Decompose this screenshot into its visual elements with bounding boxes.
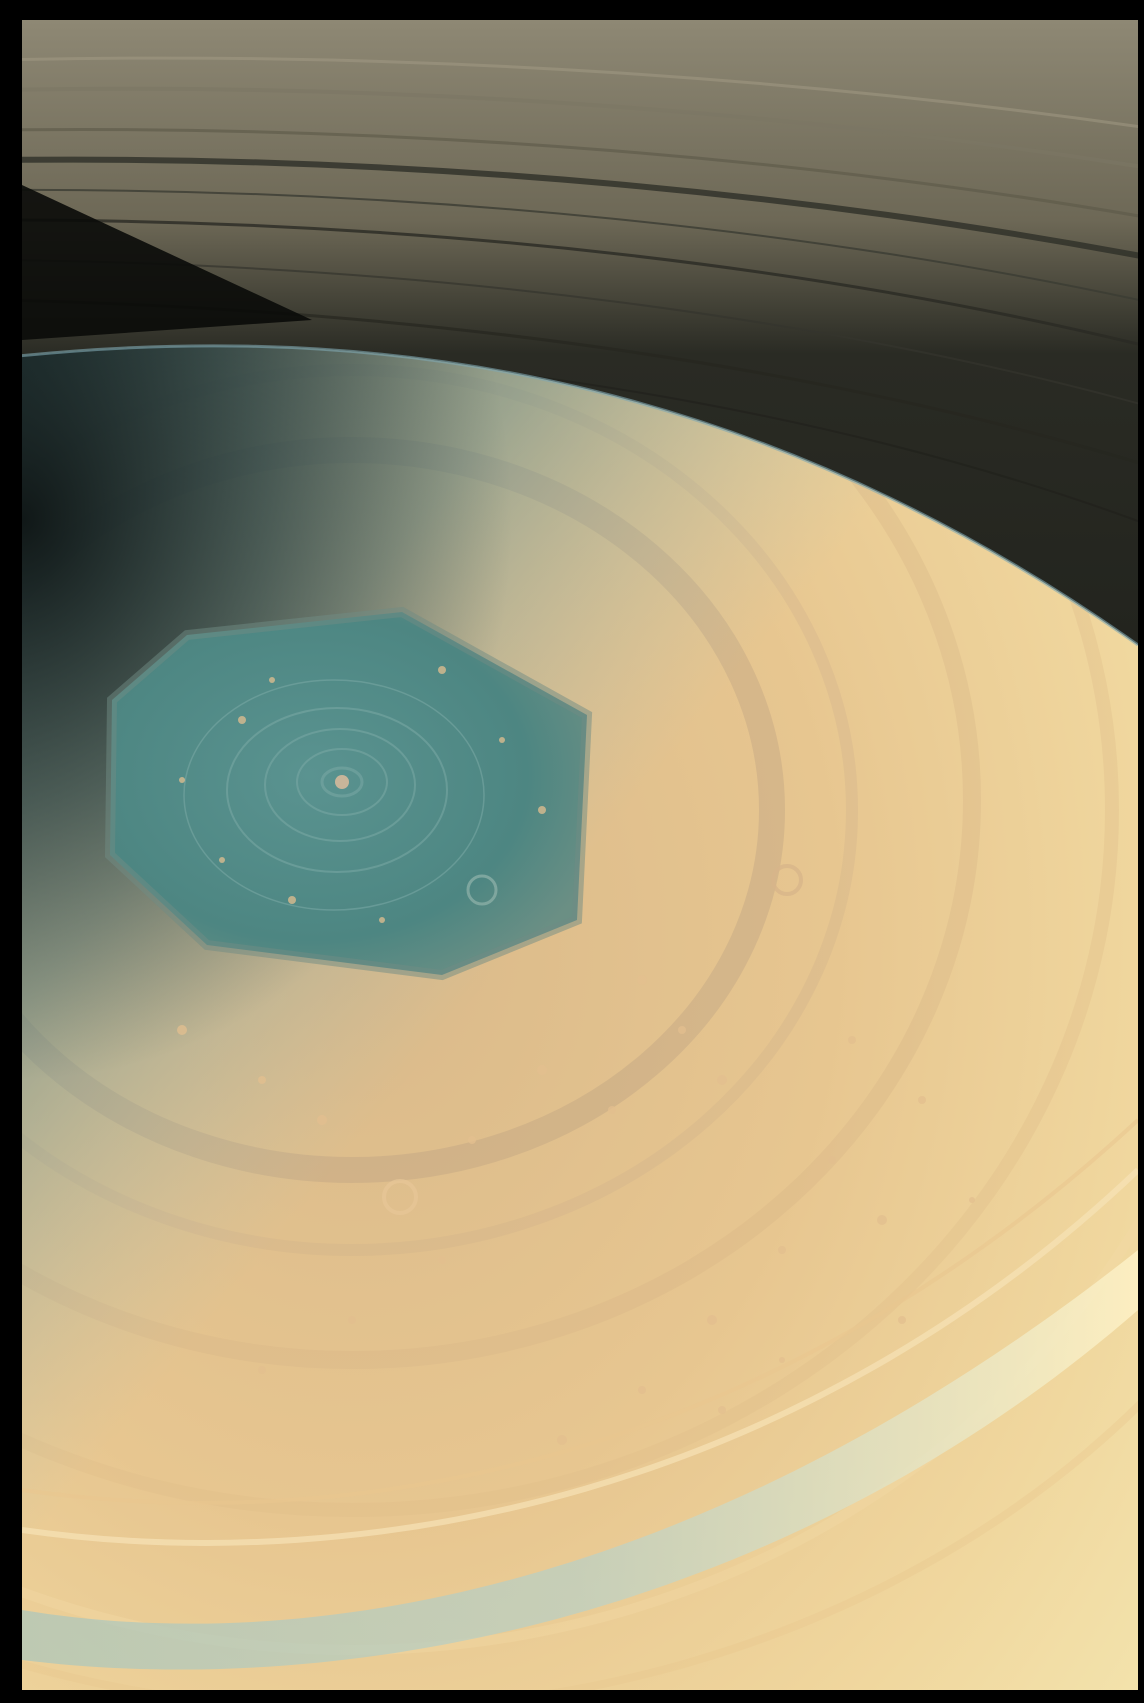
planet-limb <box>22 344 1138 647</box>
polar-vortex <box>183 679 485 911</box>
cloud-spots <box>177 666 975 1445</box>
saturn-scene <box>22 20 1138 1690</box>
ring-shadow <box>22 185 312 340</box>
planet-disk <box>22 345 1138 1690</box>
saturn-photograph <box>22 20 1138 1690</box>
